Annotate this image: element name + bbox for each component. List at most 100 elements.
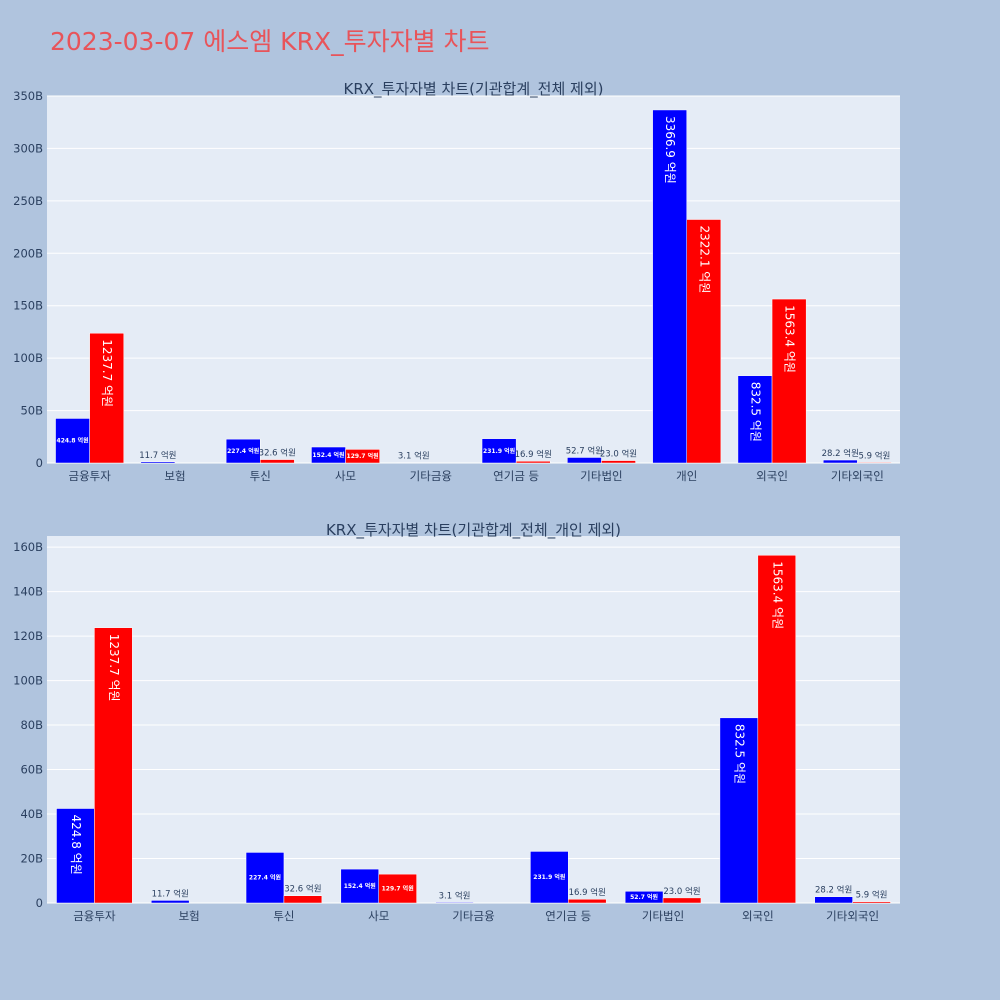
chart-bottom: KRX_투자자별 차트(기관합계_전체_개인 제외) 0 20B 40B 60B 80B 1…: [13, 521, 900, 923]
data-label: 2322.1 억원: [697, 226, 711, 294]
bar: [601, 460, 636, 464]
x-tick-label: 사모: [368, 909, 389, 923]
x-tick-label: 보험: [179, 909, 200, 923]
chart-title: KRX_투자자별 차트(기관합계_전체_개인 제외): [326, 521, 621, 540]
data-label: 32.6 억원: [284, 884, 321, 895]
y-tick-label: 250B: [13, 194, 43, 208]
x-tick-label: 금융투자: [73, 909, 116, 923]
data-label: 28.2 억원: [822, 448, 859, 459]
bar: [662, 897, 702, 904]
bar: [686, 219, 722, 464]
data-label: 1237.7 억원: [100, 339, 114, 407]
data-label: 16.9 억원: [569, 887, 606, 898]
data-label: 5.9 억원: [858, 450, 890, 461]
x-tick-label: 기타금융: [452, 909, 494, 923]
data-label: 227.4 억원: [227, 447, 259, 455]
bar: [378, 873, 417, 904]
bar: [151, 900, 190, 904]
x-tick-label: 개인: [676, 469, 697, 483]
data-label: 424.8 억원: [57, 437, 89, 445]
bar: [89, 332, 125, 464]
data-label: 11.7 억원: [139, 450, 176, 461]
bar: [624, 891, 664, 904]
x-tick-label: 기타법인: [642, 909, 684, 923]
y-tick-label: 150B: [13, 299, 43, 313]
data-label: 3.1 억원: [439, 890, 471, 901]
bar: [719, 717, 759, 904]
x-tick-label: 기타금융: [410, 469, 452, 483]
data-label: 832.5 억원: [732, 724, 746, 784]
bar: [225, 438, 261, 464]
bar: [435, 902, 474, 904]
data-label: 23.0 억원: [600, 449, 637, 460]
data-label: 28.2 억원: [815, 885, 852, 896]
data-label: 231.9 억원: [483, 447, 515, 455]
data-label: 11.7 억원: [152, 888, 189, 899]
bar: [530, 851, 569, 904]
x-tick-label: 투신: [250, 469, 271, 483]
x-tick-label: 기타외국인: [826, 909, 879, 923]
data-label: 23.0 억원: [663, 886, 700, 897]
data-label: 1563.4 억원: [783, 305, 797, 373]
y-tick-label: 40B: [20, 807, 43, 821]
data-label: 832.5 억원: [748, 382, 762, 442]
bar: [283, 895, 323, 904]
chart-top: KRX_투자자별 차트(기관합계_전체 제외) 0 50B 100B 150B 200B 2…: [13, 80, 900, 483]
bar: [567, 457, 602, 464]
bar: [140, 461, 176, 464]
bar: [771, 298, 807, 464]
y-tick-label: 200B: [13, 246, 43, 260]
y-tick-label: 0: [36, 456, 43, 470]
chart-title: KRX_투자자별 차트(기관합계_전체 제외): [344, 80, 604, 99]
bar: [757, 555, 796, 904]
data-label: 52.7 억원: [566, 445, 603, 456]
bar: [857, 462, 892, 464]
x-tick-label: 사모: [335, 469, 356, 483]
y-tick-label: 60B: [20, 763, 43, 777]
data-label: 16.9 억원: [515, 449, 552, 460]
data-label: 52.7 억원: [630, 893, 658, 901]
data-label: 3.1 억원: [398, 451, 430, 462]
data-label: 5.9 억원: [856, 890, 888, 901]
y-tick-label: 100B: [13, 351, 43, 365]
bar: [737, 375, 773, 464]
x-tick-label: 외국인: [756, 469, 788, 483]
data-label: 129.7 억원: [347, 452, 379, 460]
page-title: 2023-03-07 에스엠 KRX_투자자별 차트: [50, 27, 490, 56]
bar: [56, 808, 95, 904]
bar: [515, 460, 551, 464]
data-label: 32.6 억원: [259, 448, 296, 459]
data-label: 1563.4 억원: [770, 561, 784, 629]
y-tick-label: 350B: [13, 89, 43, 103]
data-label: 129.7 억원: [382, 885, 414, 893]
bar: [345, 449, 380, 464]
x-tick-label: 기타외국인: [831, 469, 884, 483]
y-tick-label: 100B: [13, 674, 43, 688]
bar: [55, 418, 90, 464]
data-label: 231.9 억원: [533, 873, 565, 881]
y-tick-label: 300B: [13, 141, 43, 155]
bar: [94, 627, 133, 904]
bar: [260, 459, 295, 464]
y-tick-label: 140B: [13, 585, 43, 599]
bar: [822, 459, 858, 464]
x-tick-label: 투신: [273, 909, 294, 923]
y-tick-label: 160B: [13, 540, 43, 554]
bar: [481, 438, 517, 464]
bar: [852, 901, 891, 904]
bar: [652, 109, 688, 464]
x-tick-label: 보험: [164, 469, 185, 483]
data-label: 1237.7 억원: [107, 634, 121, 702]
x-tick-label: 금융투자: [68, 469, 111, 483]
y-tick-label: 80B: [20, 718, 43, 732]
x-tick-label: 연기금 등: [545, 909, 591, 923]
y-tick-label: 0: [36, 896, 43, 910]
data-label: 152.4 억원: [344, 882, 376, 890]
x-tick-label: 외국인: [742, 909, 774, 923]
x-tick-label: 기타법인: [580, 469, 622, 483]
y-tick-label: 50B: [20, 404, 43, 418]
bar: [814, 896, 853, 904]
bar: [245, 852, 285, 904]
y-tick-label: 120B: [13, 629, 43, 643]
